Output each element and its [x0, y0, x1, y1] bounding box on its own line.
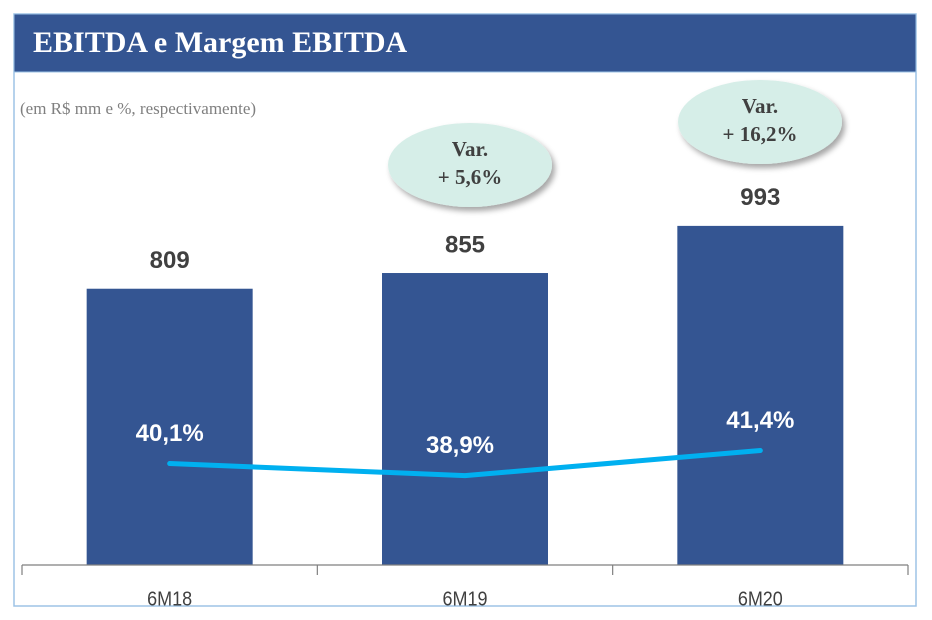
annotation-text: + 5,6% — [438, 165, 502, 189]
bar — [382, 273, 548, 565]
chart-title: EBITDA e Margem EBITDA — [33, 26, 408, 59]
line-value-label: 40,1% — [136, 420, 204, 447]
line-value-label: 38,9% — [426, 432, 494, 459]
bar-value-label: 993 — [740, 184, 780, 211]
x-tick-label: 6M18 — [147, 588, 192, 610]
line-value-label: 41,4% — [726, 407, 794, 434]
annotation-text: + 16,2% — [723, 122, 798, 146]
annotation-bubble — [388, 123, 552, 207]
line — [167, 447, 763, 479]
annotation-text: Var. — [742, 94, 778, 118]
subtitle: (em R$ mm e %, respectivamente) — [20, 99, 256, 118]
x-tick-label: 6M20 — [738, 588, 783, 610]
bar — [677, 225, 844, 565]
bar-value-label: 855 — [445, 231, 485, 258]
bar-value-label: 809 — [150, 247, 190, 274]
title-bar — [13, 13, 917, 73]
annotation-bubble — [678, 80, 842, 164]
annotation-text: Var. — [452, 137, 488, 161]
bar — [86, 288, 253, 565]
x-tick-label: 6M19 — [442, 588, 487, 610]
